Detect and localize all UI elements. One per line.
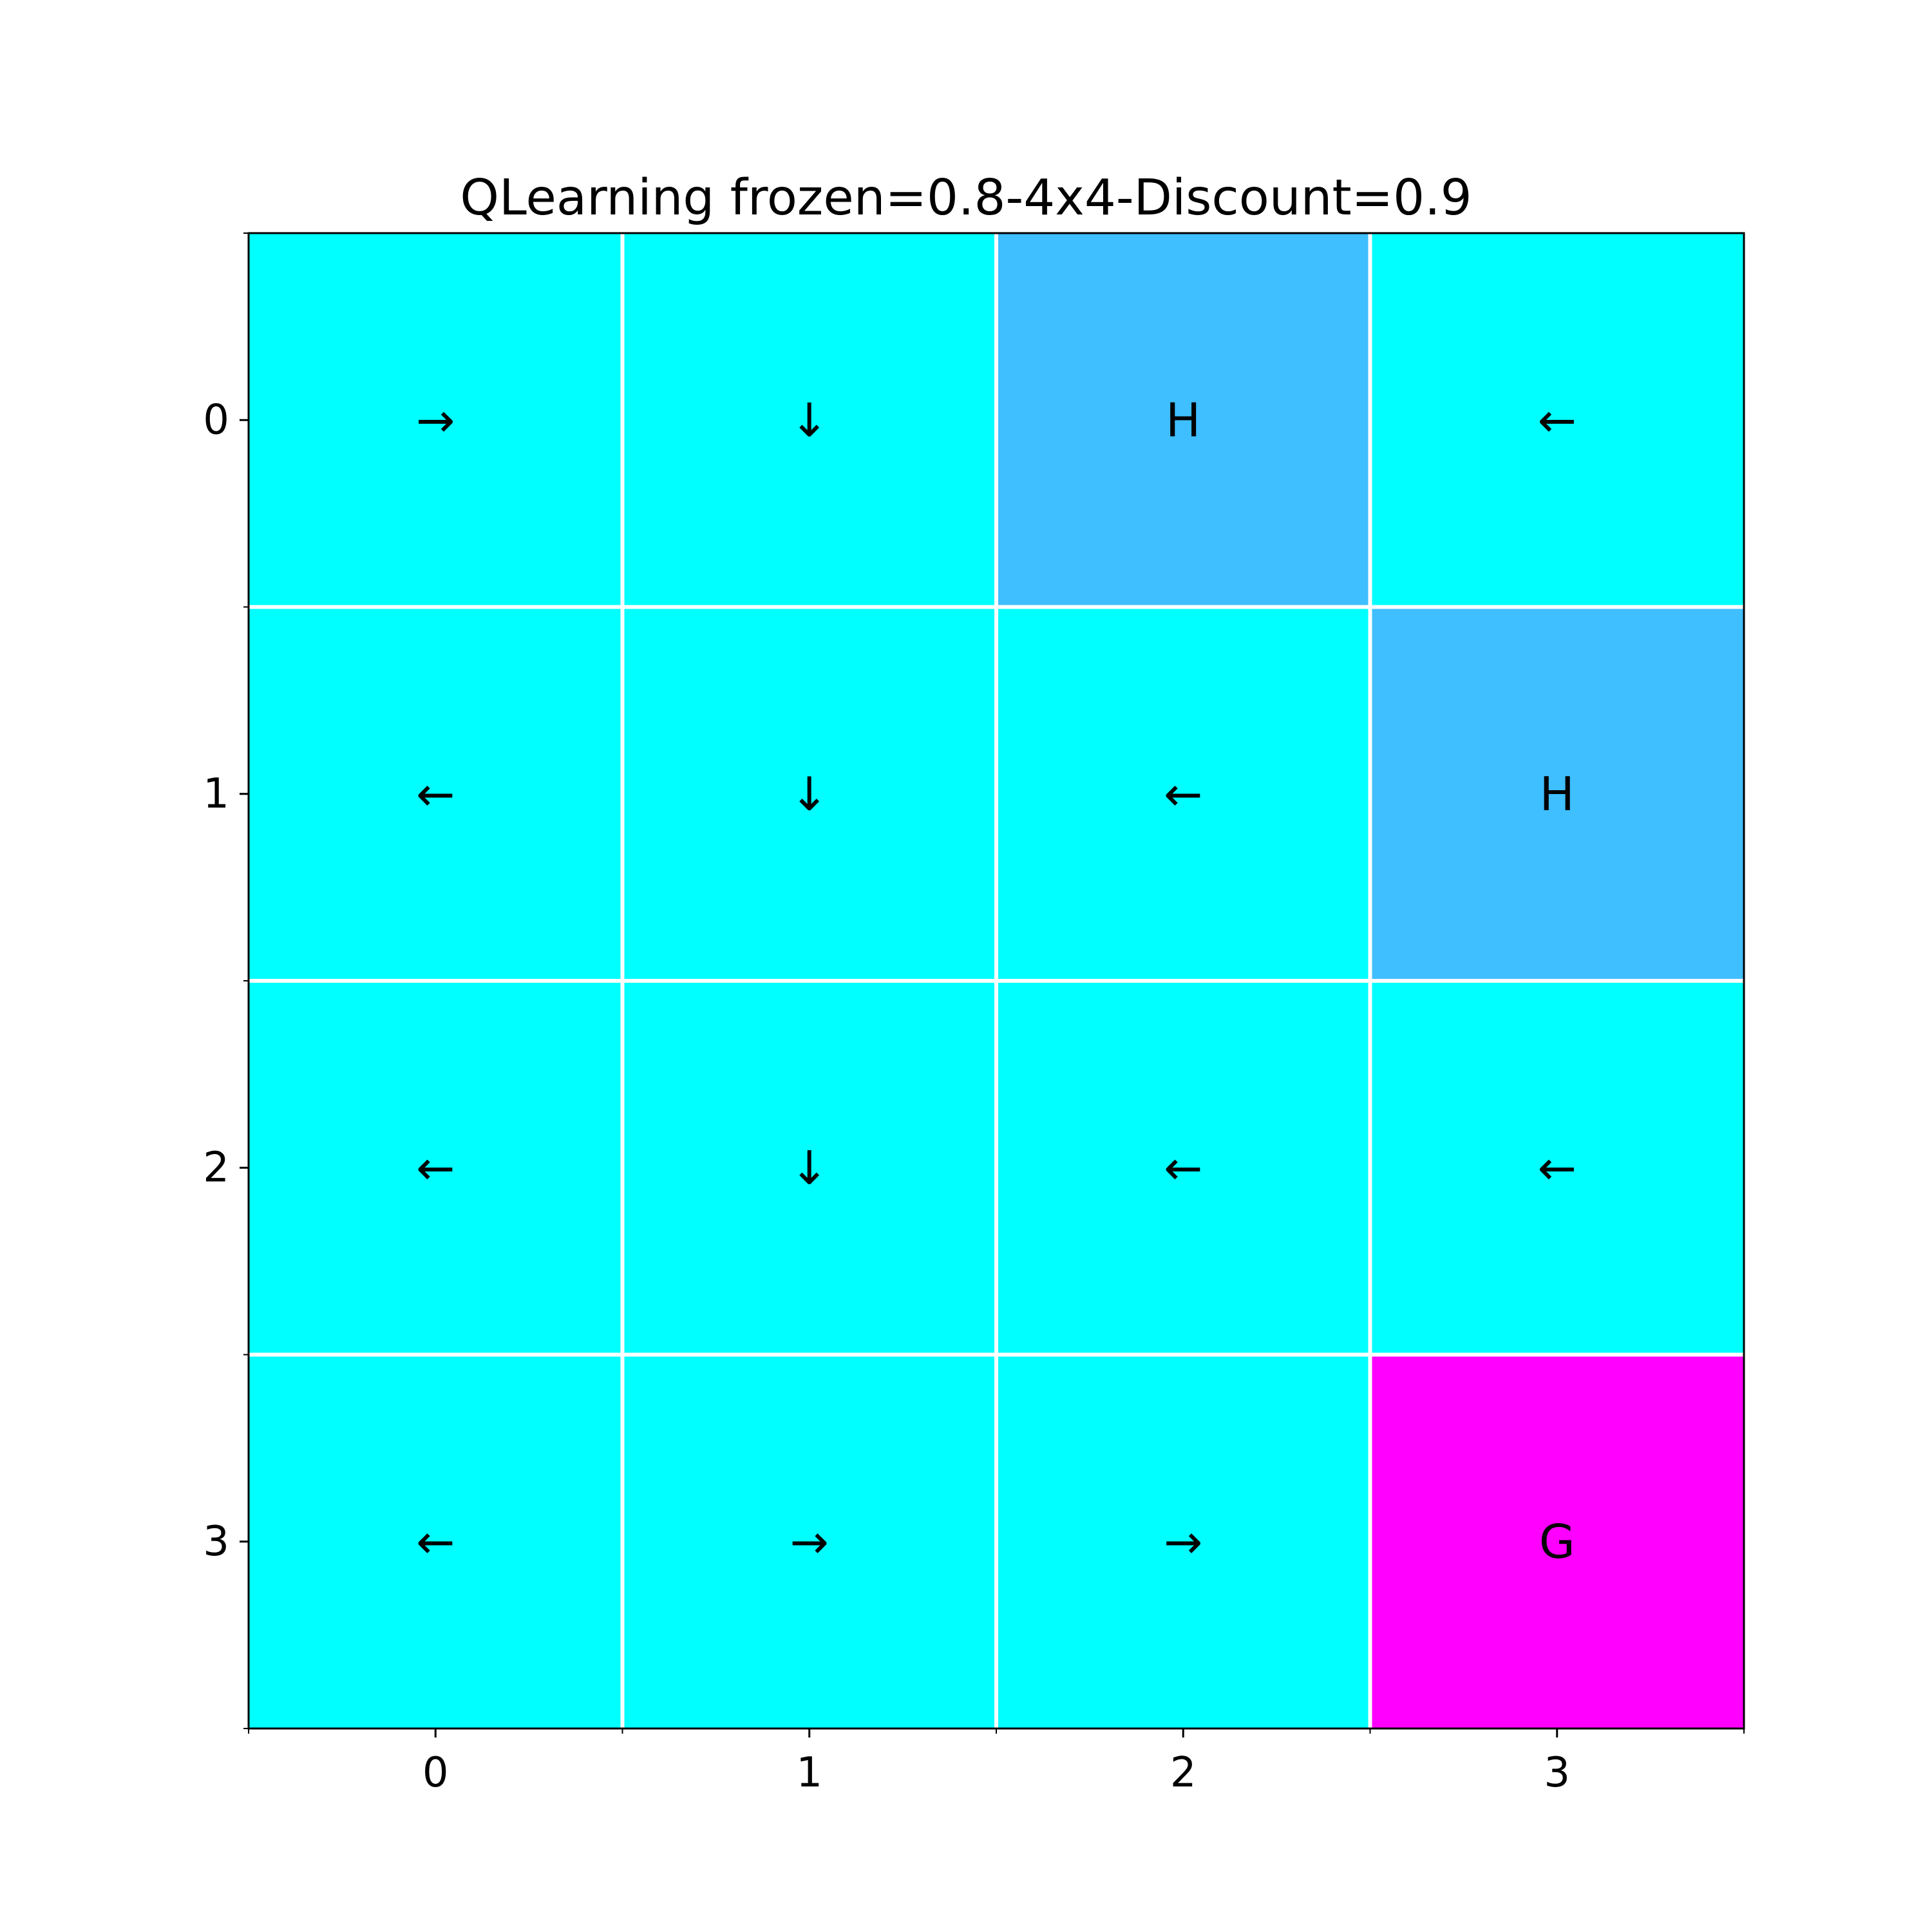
heatmap-cell: [1370, 1354, 1744, 1728]
x-tick-label: 3: [1544, 1749, 1570, 1797]
heatmap-cell: [1370, 233, 1744, 607]
heatmap-cell: [1370, 607, 1744, 981]
cell-label: →: [790, 1515, 829, 1569]
heatmap-cell: [996, 233, 1370, 607]
heatmap-cell: [1370, 981, 1744, 1355]
cell-label: ←: [1164, 767, 1202, 821]
x-tick-label: 0: [422, 1749, 449, 1797]
cell-label: ↓: [790, 1141, 829, 1195]
heatmap-cell: [249, 233, 623, 607]
heatmap-cell: [622, 233, 996, 607]
cell-label: ←: [1538, 1141, 1577, 1195]
chart-title: QLearning frozen=0.8-4x4-Discount=0.9: [460, 169, 1472, 227]
cell-label: →: [1164, 1515, 1202, 1569]
cell-label: H: [1166, 393, 1200, 447]
heatmap-cell: [249, 1354, 623, 1728]
y-tick-label: 3: [203, 1518, 229, 1566]
cell-label: ←: [416, 1141, 455, 1195]
cell-label: ←: [1164, 1141, 1202, 1195]
cell-label: →: [416, 393, 455, 447]
heatmap-cell: [996, 981, 1370, 1355]
x-tick-label: 1: [796, 1749, 822, 1797]
y-tick-label: 0: [203, 396, 229, 444]
heatmap-cell: [996, 1354, 1370, 1728]
cell-label: H: [1540, 767, 1575, 821]
heatmap-cell: [622, 1354, 996, 1728]
heatmap-cell: [249, 981, 623, 1355]
y-tick-label: 2: [203, 1144, 229, 1191]
x-tick-label: 2: [1170, 1749, 1197, 1797]
heatmap-cell: [622, 981, 996, 1355]
cell-label: ←: [416, 1515, 455, 1569]
y-tick-label: 1: [203, 770, 229, 818]
cell-label: ←: [1538, 393, 1577, 447]
cell-label: ↓: [790, 393, 829, 447]
heatmap-cell: [622, 607, 996, 981]
heatmap-cell: [996, 607, 1370, 981]
heatmap-cell: [249, 607, 623, 981]
cell-label: ↓: [790, 767, 829, 821]
cell-label: ←: [416, 767, 455, 821]
cell-label: G: [1539, 1515, 1575, 1569]
